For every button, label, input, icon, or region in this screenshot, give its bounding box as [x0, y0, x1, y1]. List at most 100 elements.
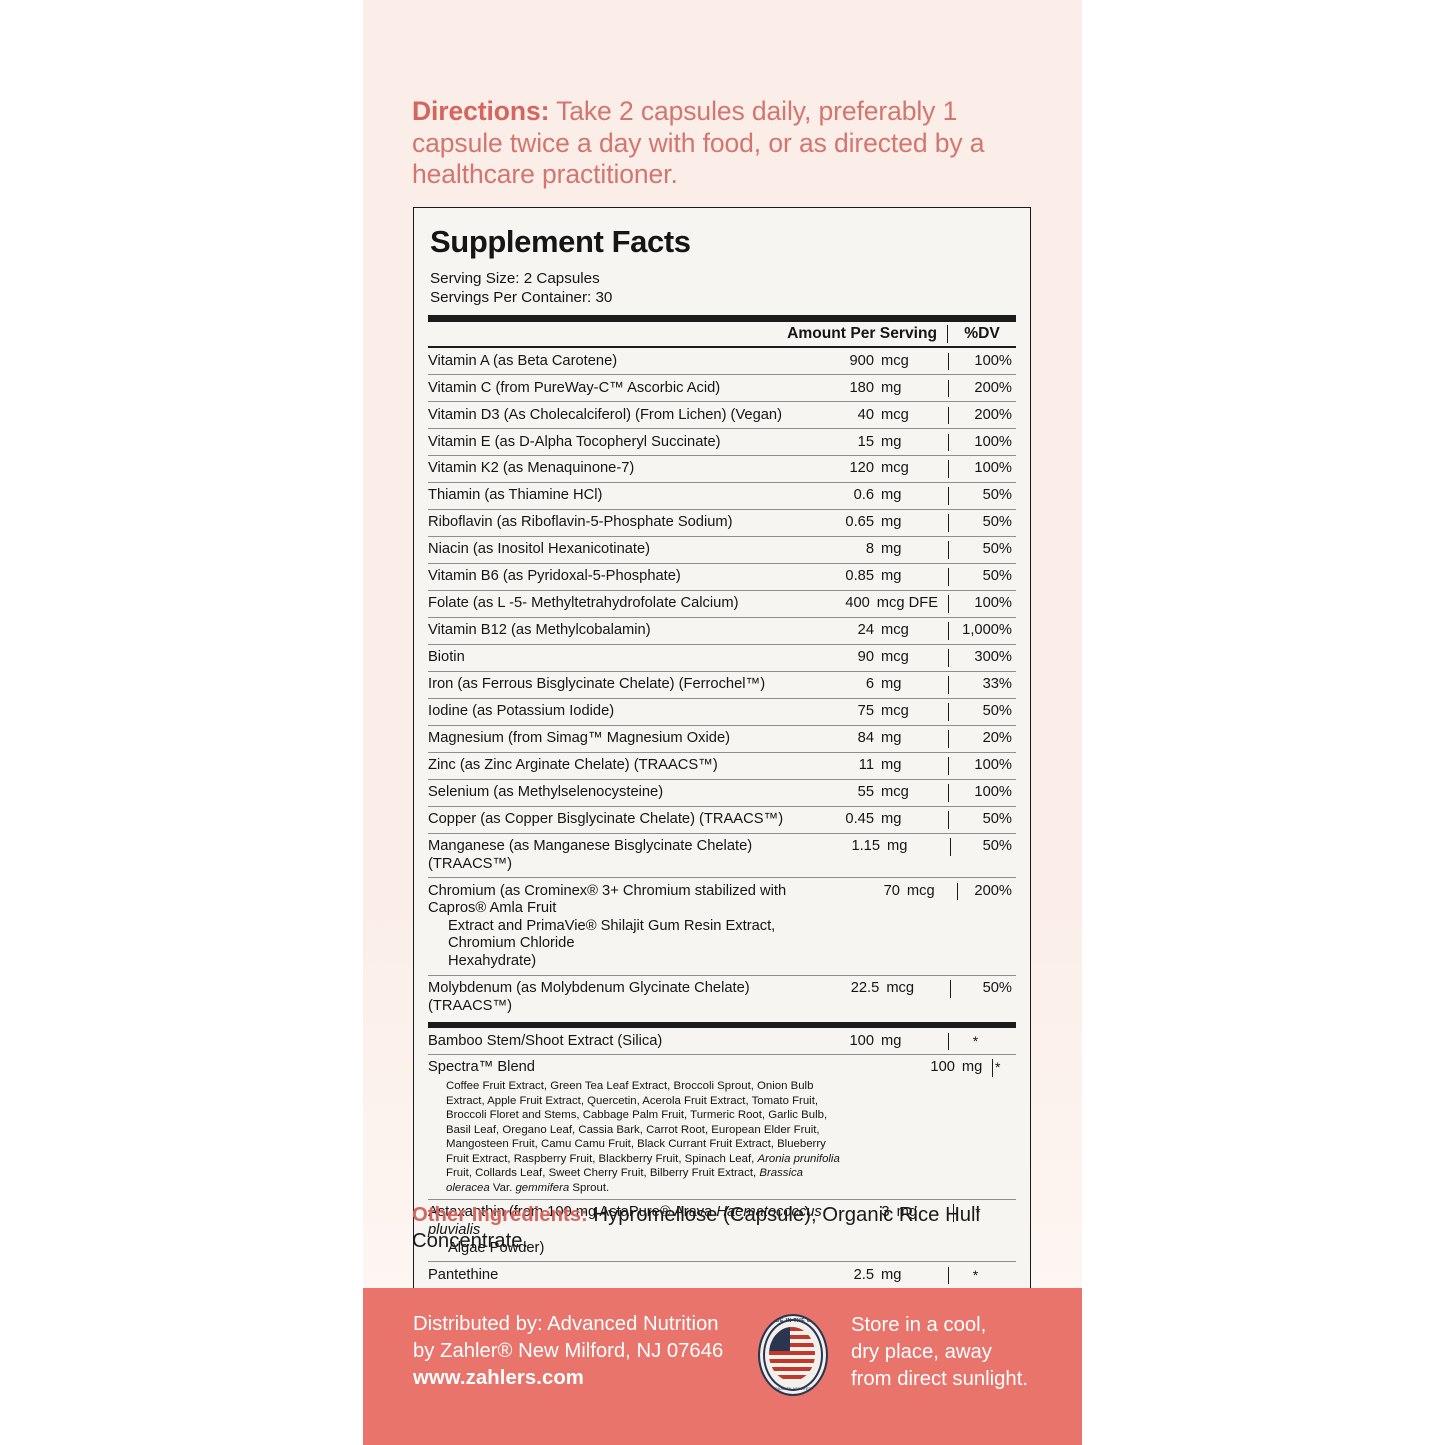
- divider-thick-top: [428, 314, 1016, 322]
- nutrient-dv: 50%: [948, 487, 1016, 506]
- nutrient-name: Vitamin A (as Beta Carotene): [428, 352, 618, 369]
- table-row-bamboo: Bamboo Stem/Shoot Extract (Silica) 100 m…: [428, 1028, 1016, 1054]
- spectra-italic-gemmifera: gemmifera: [515, 1181, 570, 1194]
- nutrient-dv: 100%: [948, 352, 1016, 371]
- divider-thin: [428, 877, 1016, 879]
- table-row: Vitamin D3 (As Cholecalciferol) (From Li…: [428, 402, 1016, 428]
- nutrient-dv: 50%: [948, 703, 1016, 721]
- nutrient-amount: 180 mg: [849, 379, 902, 396]
- nutrient-name: Magnesium (from Simag™ Magnesium Oxide): [428, 730, 731, 747]
- divider-thin: [428, 974, 1016, 976]
- nutrient-dv: 50%: [948, 568, 1016, 586]
- supplement-facts-title: Supplement Facts: [430, 224, 691, 259]
- nutrient-amount: 400 mcg DFE: [845, 595, 938, 612]
- spectra-line-3: Fruit, Turmeric Root, Garlic Bulb, Basil…: [446, 1109, 828, 1136]
- nutrient-dv: *: [948, 1032, 1016, 1051]
- usa-flag-icon: [769, 1327, 815, 1381]
- nutrient-amount: 3 mg: [881, 1204, 917, 1221]
- nutrient-dv: 50%: [950, 838, 1016, 856]
- divider-thin: [428, 536, 1016, 538]
- divider-thin: [428, 509, 1016, 511]
- directions-body: Take 2 capsules daily, preferably 1 caps…: [412, 96, 985, 189]
- table-row: Iron (as Ferrous Bisglycinate Chelate) (…: [428, 672, 1016, 698]
- nutrient-amount: 6 mg: [865, 676, 902, 693]
- nutrient-dv: *: [948, 1266, 1016, 1285]
- footer-band: Distributed by: Advanced Nutrition by Za…: [363, 1288, 1082, 1445]
- table-row: Magnesium (from Simag™ Magnesium Oxide) 8…: [428, 726, 1016, 752]
- other-ingredients-text: Hypromellose (Capsule), Organic Rice Hul…: [412, 1204, 981, 1252]
- nutrient-amount: 0.65 mg: [845, 514, 902, 531]
- table-header-row: Amount Per Serving %DV: [428, 322, 1016, 346]
- column-header-dv: %DV: [947, 324, 1016, 343]
- spectra-italic-aronia: Aronia prunifolia: [757, 1152, 840, 1165]
- divider-thin: [428, 1054, 1016, 1056]
- distributor-line-1: Distributed by: Advanced Nutrition: [413, 1313, 719, 1335]
- nutrient-dv: 100%: [948, 784, 1016, 802]
- table-row: Zinc (as Zinc Arginate Chelate) (TRAACS™…: [428, 753, 1016, 779]
- table-row: Riboflavin (as Riboflavin-5-Phosphate So…: [428, 510, 1016, 536]
- table-row: Manganese (as Manganese Bisglycinate Che…: [428, 834, 1016, 878]
- nutrient-amount: 15 mg: [857, 433, 902, 450]
- table-row-chromium: Chromium (as Crominex® 3+ Chromium stabi…: [428, 878, 1016, 974]
- distributor-line-2: by Zahler® New Milford, NJ 07646: [413, 1340, 724, 1362]
- table-row: Vitamin B6 (as Pyridoxal-5-Phosphate) 0.8…: [428, 564, 1016, 590]
- nutrient-dv: 50%: [948, 811, 1016, 829]
- divider-thin: [428, 1199, 1016, 1201]
- directions-label: Directions:: [412, 96, 550, 126]
- spectra-line-4: Elder Fruit, Mangosteen Fruit, Camu Camu…: [446, 1123, 826, 1165]
- seal-top-text: MADE IN THE USA: [766, 1318, 820, 1324]
- table-row: Vitamin E (as D-Alpha Tocopheryl Succina…: [428, 429, 1016, 455]
- divider-under-header: [428, 345, 1016, 349]
- nutrient-amount: 75 mcg: [857, 703, 909, 720]
- divider-thin: [428, 671, 1016, 673]
- servings-per-container: Servings Per Container: 30: [430, 289, 613, 307]
- nutrient-name: Iodine (as Potassium Iodide): [428, 703, 615, 720]
- nutrient-name: Vitamin K2 (as Menaquinone-7): [428, 460, 635, 477]
- astaxanthin-line1a: Astaxanthin (from 100 mg AstaPure® Arava: [428, 1204, 717, 1221]
- nutrient-name: Manganese (as Manganese Bisglycinate Che…: [428, 838, 753, 872]
- nutrient-amount: 1.15 mg: [851, 838, 908, 855]
- nutrient-amount: 900 mcg: [849, 352, 909, 369]
- nutrient-dv: 1,000%: [948, 622, 1016, 640]
- chromium-line2: Extract and PrimaVie® Shilajit Gum Resin…: [448, 917, 776, 952]
- other-ingredients-label: Other Ingredients:: [412, 1204, 588, 1226]
- nutrient-amount: 0.45 mg: [845, 811, 902, 828]
- nutrient-amount: 55 mcg: [857, 784, 909, 801]
- table-row: Vitamin C (from PureWay-C™ Ascorbic Acid…: [428, 375, 1016, 401]
- nutrient-dv: 20%: [948, 730, 1016, 748]
- storage-instructions: Store in a cool, dry place, away from di…: [851, 1312, 1066, 1393]
- nutrient-name: Vitamin C (from PureWay-C™ Ascorbic Acid…: [428, 379, 721, 396]
- nutrient-name: Copper (as Copper Bisglycinate Chelate) …: [428, 811, 784, 828]
- divider-thin: [428, 590, 1016, 592]
- table-row: Biotin 90 mcg 300%: [428, 645, 1016, 671]
- divider-thin: [428, 698, 1016, 699]
- nutrient-name: Vitamin B6 (as Pyridoxal-5-Phosphate): [428, 568, 681, 585]
- website-link[interactable]: www.zahlers.com: [413, 1367, 584, 1389]
- table-row-molybdenum: Molybdenum (as Molybdenum Glycinate Chel…: [428, 976, 1016, 1020]
- divider-thin: [428, 644, 1016, 646]
- table-row: Copper (as Copper Bisglycinate Chelate) …: [428, 807, 1016, 833]
- spectra-line-5a: Extract, Raspberry Fruit, Blackberry Fru…: [471, 1152, 758, 1165]
- table-row: Niacin (as Inositol Hexanicotinate) 8 mg 50…: [428, 537, 1016, 563]
- table-row: Folate (as L -5- Methyltetrahydrofolate …: [428, 591, 1016, 617]
- nutrient-dv: 100%: [948, 757, 1016, 775]
- nutrient-dv: 100%: [948, 460, 1016, 479]
- table-row-astaxanthin: Astaxanthin (from 100 mg AstaPure® Arava…: [428, 1200, 1016, 1261]
- nutrient-name: Astaxanthin (from 100 mg AstaPure® Arava…: [428, 1204, 842, 1257]
- nutrient-amount: 100 mg: [849, 1032, 902, 1049]
- nutrient-amount: 0.85 mg: [845, 568, 902, 585]
- nutrient-amount: 24 mcg: [857, 622, 909, 639]
- seal-bottom-text: QUALITY ASSURED: [774, 1387, 812, 1391]
- divider-thin: [428, 455, 1016, 457]
- nutrient-amount: 120 mcg: [849, 460, 909, 477]
- table-row-spectra: Spectra™ Blend Coffee Fruit Extract, Gre…: [428, 1055, 1016, 1199]
- nutrient-name: Vitamin D3 (As Cholecalciferol) (From Li…: [428, 406, 782, 423]
- made-in-usa-seal-icon: MADE IN THE USA QUALITY ASSURED: [758, 1314, 828, 1396]
- spectra-italic-brassica: Brassica oleracea: [446, 1167, 804, 1194]
- storage-line-1: Store in a cool,: [851, 1314, 987, 1336]
- table-row: Thiamin (as Thiamine HCl) 0.6 mg 50%: [428, 483, 1016, 509]
- spectra-name: Spectra™ Blend: [428, 1059, 535, 1076]
- nutrient-name: Thiamin (as Thiamine HCl): [428, 487, 603, 504]
- nutrient-name: Bamboo Stem/Shoot Extract (Silica): [428, 1032, 663, 1049]
- nutrient-amount: 40 mcg: [857, 406, 909, 423]
